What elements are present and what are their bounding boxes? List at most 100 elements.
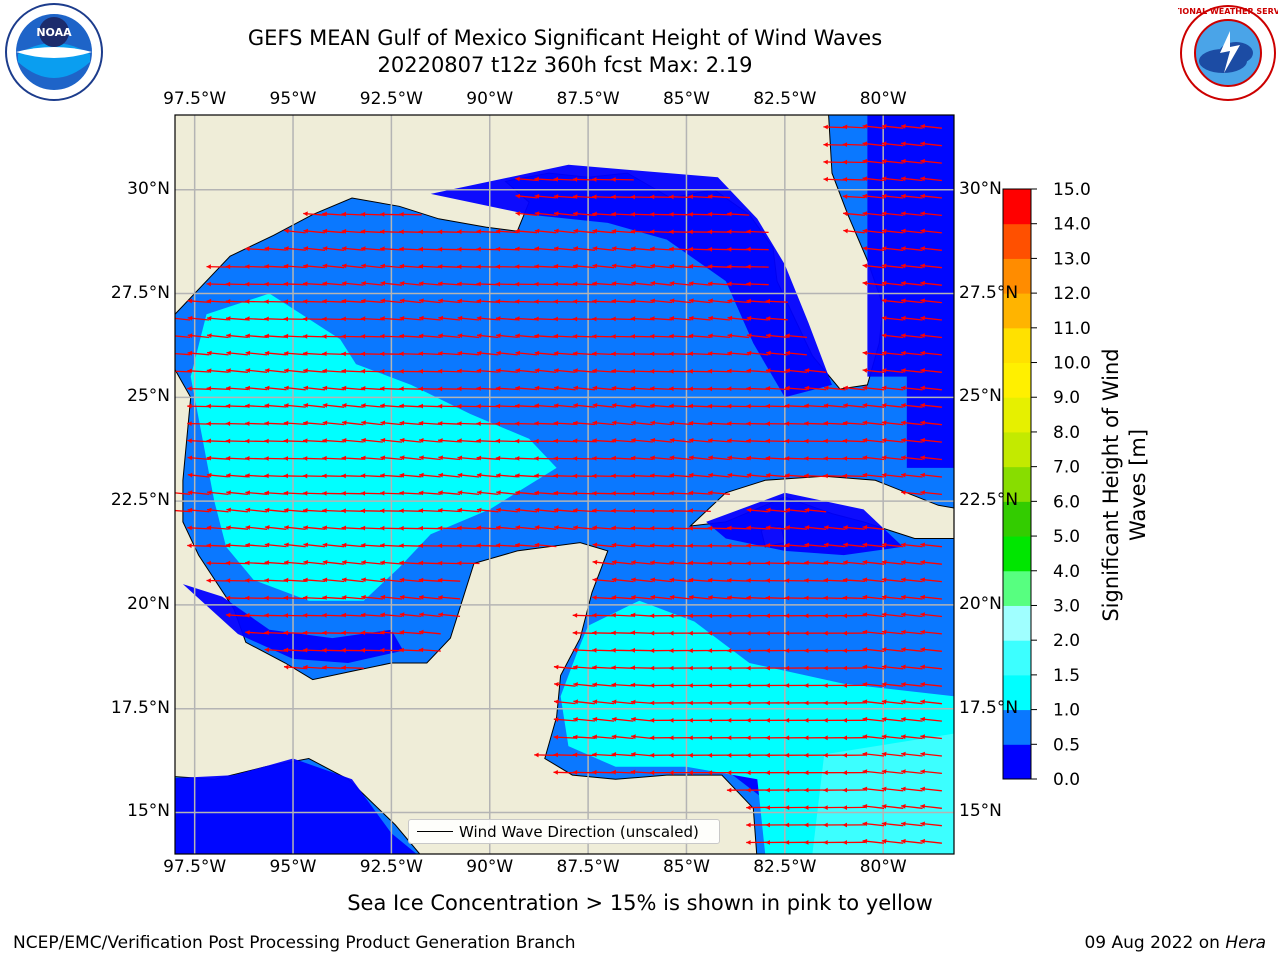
wind-wave-arrowhead xyxy=(823,665,828,671)
wind-wave-arrowhead xyxy=(707,577,713,583)
wind-wave-arrowhead xyxy=(707,403,713,409)
wind-wave-arrowhead xyxy=(438,315,444,321)
wind-wave-arrowhead xyxy=(746,350,752,356)
wind-wave-arrowhead xyxy=(765,595,770,601)
wind-wave-arrowhead xyxy=(669,455,675,461)
legend-line-sample xyxy=(417,831,453,832)
wind-wave-arrowhead xyxy=(920,664,925,670)
wind-wave-arrowhead xyxy=(611,177,616,182)
wind-wave-arrowhead xyxy=(842,718,847,723)
wind-wave-arrowhead xyxy=(881,403,887,408)
wind-wave-arrowhead xyxy=(264,264,269,269)
wind-wave-arrowhead xyxy=(264,630,269,635)
wind-wave-arrowhead xyxy=(669,437,675,443)
wind-wave-arrowhead xyxy=(862,368,868,373)
wind-wave-arrowhead xyxy=(649,525,655,531)
colorbar-tick-label: 14.0 xyxy=(1053,215,1091,235)
wind-wave-arrowhead xyxy=(515,403,520,409)
wind-wave-arrowhead xyxy=(284,664,289,670)
wind-wave-arrowhead xyxy=(881,280,887,286)
wind-wave-arrowhead xyxy=(573,664,578,670)
wind-wave-arrowhead xyxy=(572,316,578,322)
wind-wave-arrowhead xyxy=(592,211,597,217)
wind-wave-arrowhead xyxy=(206,421,211,427)
wind-wave-arrowhead xyxy=(804,578,809,583)
colorbar-segment xyxy=(1003,536,1031,572)
lon-label-top: 82.5°W xyxy=(753,89,817,109)
wind-wave-arrowhead xyxy=(534,316,539,322)
wind-wave-arrowhead xyxy=(901,350,906,356)
wind-wave-arrowhead xyxy=(804,752,809,758)
wind-wave-arrowhead xyxy=(765,752,770,758)
wind-wave-arrowhead xyxy=(920,211,925,216)
wind-wave-arrowhead xyxy=(650,386,655,391)
wind-wave-arrowhead xyxy=(476,438,481,444)
wind-wave-arrowhead xyxy=(707,718,713,723)
wind-wave-arrowhead xyxy=(341,246,347,251)
wind-wave-arrowhead xyxy=(572,438,578,444)
wind-wave-arrowhead xyxy=(688,194,693,200)
wind-wave-arrowhead xyxy=(920,559,925,565)
colorbar-tick-label: 13.0 xyxy=(1053,249,1091,269)
wind-wave-arrowhead xyxy=(862,158,868,164)
wind-wave-arrowhead xyxy=(649,194,655,200)
wind-wave-arrowhead xyxy=(399,629,405,635)
wind-wave-arrowhead xyxy=(920,437,925,443)
wind-wave-arrowhead xyxy=(264,542,270,548)
colorbar-segment xyxy=(1003,744,1031,780)
wind-wave-arrowhead xyxy=(438,455,443,461)
wind-wave-arrowhead xyxy=(302,473,308,479)
wind-wave-arrowhead xyxy=(572,630,578,636)
wind-wave-arrowhead xyxy=(534,421,539,426)
wind-wave-arrowhead xyxy=(264,507,270,513)
wind-wave-arrowhead xyxy=(534,542,540,548)
wind-wave-arrowhead xyxy=(476,350,482,356)
wind-wave-arrowhead xyxy=(881,158,887,164)
wind-wave-arrowhead xyxy=(650,403,655,408)
wind-wave-arrowhead xyxy=(707,386,713,392)
wind-wave-arrowhead xyxy=(206,298,212,304)
wind-wave-arrowhead xyxy=(726,613,732,619)
wind-wave-arrowhead xyxy=(264,525,270,530)
wind-wave-arrowhead xyxy=(592,612,597,618)
wind-wave-arrowhead xyxy=(611,630,616,636)
wind-wave-arrowhead xyxy=(573,508,578,513)
wind-wave-arrowhead xyxy=(611,752,617,757)
wind-wave-arrowhead xyxy=(303,246,309,251)
wind-wave-arrowhead xyxy=(592,525,597,531)
wind-wave-arrowhead xyxy=(862,280,868,286)
lon-label-top: 90°W xyxy=(466,89,514,109)
wind-wave-arrowhead xyxy=(592,769,597,775)
wind-wave-arrowhead xyxy=(226,385,231,391)
wind-wave-arrowhead xyxy=(226,525,231,530)
wind-wave-arrowhead xyxy=(611,420,617,426)
wind-wave-arrowhead xyxy=(284,403,289,408)
wind-wave-arrowhead xyxy=(727,403,732,409)
wind-wave-arrowhead xyxy=(360,508,366,514)
wind-wave-arrowhead xyxy=(784,840,790,845)
wind-wave-arrowhead xyxy=(283,438,289,444)
colorbar-tick-label: 0.5 xyxy=(1053,735,1080,755)
wind-wave-arrowhead xyxy=(901,804,906,809)
wind-wave-arrowhead xyxy=(283,630,289,636)
wind-wave-arrowhead xyxy=(766,507,771,513)
colorbar-tick-label: 3.0 xyxy=(1053,597,1080,617)
wind-wave-arrowhead xyxy=(225,560,231,566)
wind-wave-arrowhead xyxy=(342,559,347,565)
wind-wave-arrowhead xyxy=(322,438,327,443)
wind-wave-arrowhead xyxy=(187,472,193,478)
wind-wave-arrowhead xyxy=(360,351,366,357)
wind-wave-arrow xyxy=(175,492,191,495)
wind-wave-arrowhead xyxy=(727,246,732,252)
wind-wave-arrowhead xyxy=(746,386,751,391)
wind-wave-arrowhead xyxy=(187,507,193,513)
wind-wave-arrowhead xyxy=(611,769,616,775)
wind-wave-arrowhead xyxy=(669,351,674,357)
wind-wave-arrowhead xyxy=(284,560,289,565)
wind-wave-arrowhead xyxy=(669,298,675,304)
wind-wave-arrowhead xyxy=(785,368,790,373)
wind-wave-arrowhead xyxy=(669,577,675,583)
footer-credit: NCEP/EMC/Verification Post Processing Pr… xyxy=(13,933,576,953)
wind-wave-arrowhead xyxy=(225,455,231,461)
wind-wave-arrowhead xyxy=(380,212,385,217)
